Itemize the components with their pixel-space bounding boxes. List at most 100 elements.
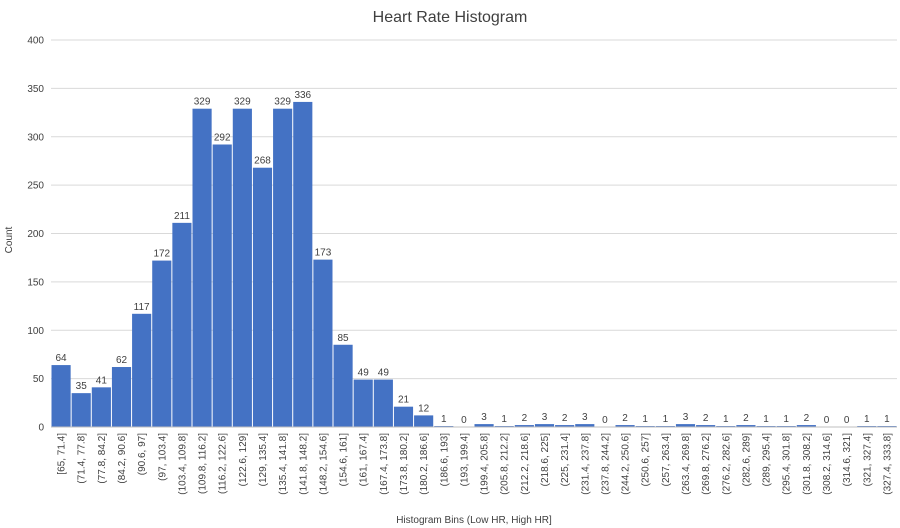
bar [414, 415, 434, 427]
data-label: 12 [418, 403, 430, 414]
data-label: 2 [562, 413, 568, 424]
y-tick-label: 200 [27, 229, 44, 240]
data-label: 2 [522, 413, 528, 424]
bar [51, 365, 71, 427]
x-tick-label: (237.8, 244.2] [600, 433, 611, 495]
bar [152, 260, 172, 427]
bar [575, 424, 595, 427]
bar [373, 379, 393, 427]
x-tick-label: (161, 167.4] [359, 433, 370, 487]
bar [111, 367, 132, 427]
data-label: 1 [763, 414, 769, 425]
y-tick-label: 100 [27, 326, 44, 337]
data-label: 85 [338, 333, 350, 344]
bar [555, 425, 575, 427]
data-label: 1 [441, 414, 447, 425]
data-label: 3 [481, 412, 487, 423]
x-tick-label: (148.2, 154.6] [318, 433, 329, 495]
data-label: 329 [194, 97, 211, 108]
data-label: 62 [116, 355, 128, 366]
bar [696, 425, 716, 427]
data-label: 0 [461, 415, 467, 426]
x-tick-label: (289, 295.4] [762, 433, 773, 487]
data-label: 0 [844, 415, 850, 426]
x-tick-label: (135.4, 141.8] [278, 433, 289, 495]
x-tick-label: (308.2, 314.6] [822, 433, 833, 495]
bar [353, 379, 373, 427]
x-axis-ticks: [65, 71.4] (71.4, 77.8] (77.8, 84.2] (84.2,… [57, 433, 894, 495]
x-tick-label: (173.8, 180.2] [399, 433, 410, 495]
data-label: 3 [582, 412, 588, 423]
y-tick-label: 250 [27, 181, 44, 192]
x-tick-label: (218.6, 225] [540, 433, 551, 487]
data-label: 172 [153, 249, 170, 260]
bar [796, 425, 816, 427]
x-tick-label: (276.2, 282.6] [721, 433, 732, 495]
x-tick-label: (167.4, 173.8] [379, 433, 390, 495]
x-tick-label: (321, 327.4] [862, 433, 873, 487]
x-tick-label: (231.4, 237.8] [580, 433, 591, 495]
x-tick-label: (193, 199.4] [459, 433, 470, 487]
x-tick-label: (327.4, 333.8] [882, 433, 893, 495]
x-tick-label: [65, 71.4] [57, 433, 68, 475]
y-tick-label: 400 [27, 36, 44, 47]
bar [534, 424, 555, 427]
x-tick-label: (212.2, 218.6] [520, 433, 531, 495]
bar [273, 108, 293, 427]
data-label: 329 [234, 97, 251, 108]
chart-title: Heart Rate Histogram [373, 9, 528, 26]
y-tick-label: 350 [27, 84, 44, 95]
data-label: 2 [743, 413, 749, 424]
data-label: 336 [294, 90, 311, 101]
bar [212, 144, 232, 428]
bar [736, 425, 756, 427]
data-label: 1 [723, 414, 729, 425]
y-tick-label: 0 [38, 423, 44, 434]
gridlines [51, 39, 897, 380]
x-tick-label: (103.4, 109.8] [177, 433, 188, 495]
x-tick-label: (244.2, 250.6] [621, 433, 632, 495]
bar [393, 406, 414, 427]
bar [91, 387, 111, 427]
x-tick-label: (205.8, 212.2] [500, 433, 511, 495]
x-axis-label: Histogram Bins (Low HR, High HR] [396, 515, 552, 526]
x-tick-label: (90.6, 97] [137, 433, 148, 475]
bar [132, 313, 152, 427]
x-tick-label: (180.2, 186.6] [419, 433, 430, 495]
x-tick-label: (250.6, 257] [641, 433, 652, 487]
x-tick-label: (257, 263.4] [661, 433, 672, 487]
x-tick-label: (129, 135.4] [258, 433, 269, 487]
bar [293, 101, 313, 428]
data-label: 1 [663, 414, 669, 425]
x-tick-label: (301.8, 308.2] [802, 433, 813, 495]
data-label: 21 [398, 395, 410, 406]
data-label: 1 [642, 414, 648, 425]
data-label: 2 [622, 413, 628, 424]
bar [172, 222, 192, 427]
x-tick-label: (71.4, 77.8] [77, 433, 88, 484]
y-axis-label: Count [4, 226, 15, 253]
y-axis-ticks: 0 50 100 150 200 250 300 350 400 [27, 36, 44, 434]
data-label: 2 [703, 413, 709, 424]
x-tick-label: (141.8, 148.2] [298, 433, 309, 495]
data-label: 1 [884, 414, 890, 425]
data-label: 292 [214, 132, 231, 143]
data-label: 3 [683, 412, 689, 423]
data-label: 1 [783, 414, 789, 425]
y-tick-label: 50 [33, 374, 45, 385]
data-label: 64 [56, 353, 68, 364]
data-label: 173 [315, 248, 332, 259]
x-tick-label: (109.8, 116.2] [198, 433, 209, 494]
x-tick-label: (122.6, 129] [238, 433, 249, 487]
bar [675, 424, 696, 427]
data-label: 2 [804, 413, 810, 424]
data-label: 3 [542, 412, 548, 423]
bar [313, 259, 333, 427]
data-label: 41 [96, 375, 108, 386]
bars [51, 101, 897, 428]
x-tick-label: (84.2, 90.6] [117, 433, 128, 484]
x-tick-label: (116.2, 122.6] [218, 433, 229, 494]
y-tick-label: 300 [27, 132, 44, 143]
x-tick-label: (199.4, 205.8] [480, 433, 491, 495]
